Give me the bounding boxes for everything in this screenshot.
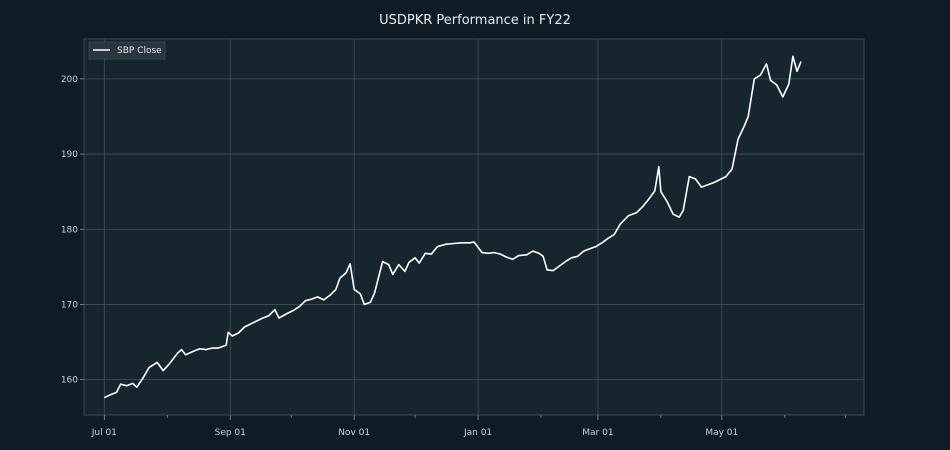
plot-area [83, 38, 865, 416]
y-tick-label: 200 [61, 75, 78, 85]
x-tick-label: Jul 01 [91, 428, 117, 438]
legend: SBP Close [88, 41, 166, 60]
x-tick-label: Sep 01 [215, 428, 246, 438]
series-line-sbp-close [103, 55, 802, 399]
y-tick-label: 180 [61, 225, 78, 235]
grid [84, 39, 864, 415]
x-tick-label: Mar 01 [582, 428, 613, 438]
axis-ticks: 160 170 180 190 200 Jul 01 Sep 01 Nov 01 Jan 01 M… [61, 75, 847, 438]
y-tick-label: 160 [61, 376, 78, 386]
y-tick-label: 190 [61, 150, 78, 160]
x-tick-label: Nov 01 [338, 428, 370, 438]
series-layer [103, 55, 802, 399]
y-tick-label: 170 [61, 300, 78, 310]
legend-label-sbp-close: SBP Close [117, 46, 162, 56]
chart-title: USDPKR Performance in FY22 [379, 13, 571, 28]
x-tick-label: Jan 01 [463, 428, 492, 438]
x-tick-label: May 01 [705, 428, 738, 438]
legend-box [88, 41, 166, 60]
